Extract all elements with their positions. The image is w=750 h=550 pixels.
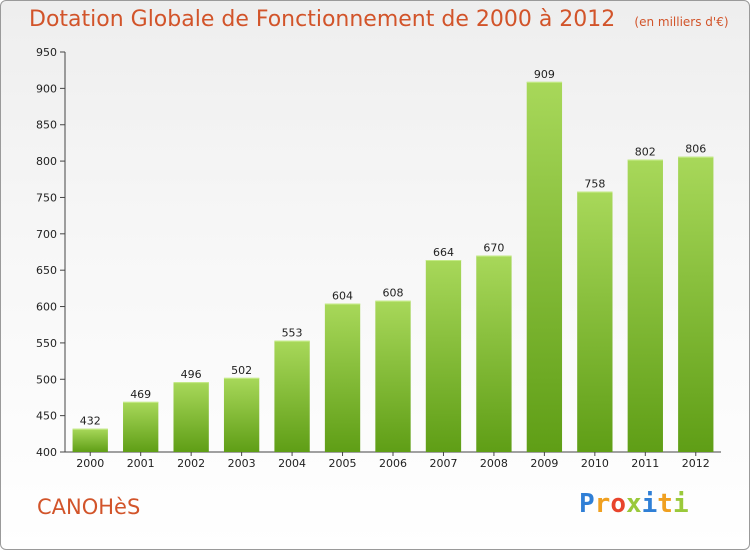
bar-group: [577, 191, 613, 453]
bar: [223, 377, 260, 452]
y-tick-label: 700: [36, 228, 57, 241]
logo-letter: t: [657, 489, 673, 519]
logo-letter: i: [641, 489, 658, 519]
bar-value-label: 608: [383, 287, 404, 300]
logo-letter: x: [625, 489, 642, 519]
logo-letter: r: [594, 489, 611, 519]
title-row: Dotation Globale de Fonctionnement de 20…: [29, 7, 729, 32]
bar-group: [173, 382, 209, 452]
bar-group: [678, 156, 714, 452]
bar: [274, 340, 310, 452]
bar: [324, 303, 361, 452]
bar-value-label: 664: [433, 246, 454, 259]
y-tick-label: 550: [36, 337, 57, 350]
bar-value-label: 758: [584, 178, 605, 191]
bar-value-label: 802: [635, 146, 656, 159]
bar: [476, 255, 512, 452]
x-tick-label: 2008: [480, 457, 508, 470]
bar-value-label: 432: [80, 415, 101, 428]
x-tick-label: 2005: [329, 457, 357, 470]
y-tick-label: 600: [36, 301, 57, 314]
bar: [627, 159, 663, 453]
x-tick-label: 2001: [127, 457, 155, 470]
bar-group: [274, 340, 310, 452]
bar-group: [425, 260, 462, 452]
bar: [375, 300, 411, 452]
y-tick-label: 900: [36, 82, 57, 95]
x-tick-label: 2000: [76, 457, 104, 470]
x-tick-label: 2002: [177, 457, 205, 470]
x-tick-label: 2009: [530, 457, 558, 470]
bar: [425, 260, 462, 452]
x-tick-label: 2006: [379, 457, 407, 470]
chart-unit-note: (en milliers d'€): [634, 15, 729, 29]
bar-value-label: 604: [332, 290, 353, 303]
bar-group: [72, 428, 108, 452]
bar-value-label: 553: [282, 327, 303, 340]
logo-letter: o: [610, 489, 626, 519]
chart-title: Dotation Globale de Fonctionnement de 20…: [29, 7, 616, 32]
bar: [678, 156, 714, 452]
y-tick-label: 800: [36, 155, 57, 168]
proxiti-logo: Proxiti: [579, 489, 689, 519]
bar-group: [324, 303, 361, 452]
y-tick-label: 500: [36, 373, 57, 386]
logo-letter: P: [579, 489, 595, 519]
logo-letter: i: [672, 489, 689, 519]
bar: [173, 382, 209, 452]
bar: [577, 191, 613, 453]
y-tick-label: 850: [36, 119, 57, 132]
bar-group: [476, 255, 512, 452]
bar-group: [526, 81, 563, 453]
bar: [72, 428, 108, 452]
bar-value-label: 670: [483, 242, 504, 255]
bar-value-label: 469: [130, 388, 151, 401]
bar-value-label: 806: [685, 143, 706, 156]
bar-value-label: 502: [231, 364, 252, 377]
bar-group: [223, 377, 260, 452]
y-tick-label: 450: [36, 410, 57, 423]
y-tick-label: 400: [36, 446, 57, 459]
bar-value-label: 496: [181, 368, 202, 381]
x-tick-label: 2012: [682, 457, 710, 470]
y-tick-label: 950: [36, 46, 57, 59]
bar-group: [375, 300, 411, 452]
x-tick-label: 2010: [581, 457, 609, 470]
y-tick-label: 650: [36, 264, 57, 277]
x-tick-label: 2011: [631, 457, 659, 470]
y-tick-label: 750: [36, 191, 57, 204]
bar-group: [627, 159, 663, 453]
bar-group: [123, 401, 159, 452]
x-tick-label: 2004: [278, 457, 306, 470]
x-tick-label: 2007: [429, 457, 457, 470]
bar: [123, 401, 159, 452]
x-tick-label: 2003: [228, 457, 256, 470]
bar: [526, 81, 563, 453]
bar-value-label: 909: [534, 68, 555, 81]
commune-name: CANOHèS: [37, 495, 141, 519]
